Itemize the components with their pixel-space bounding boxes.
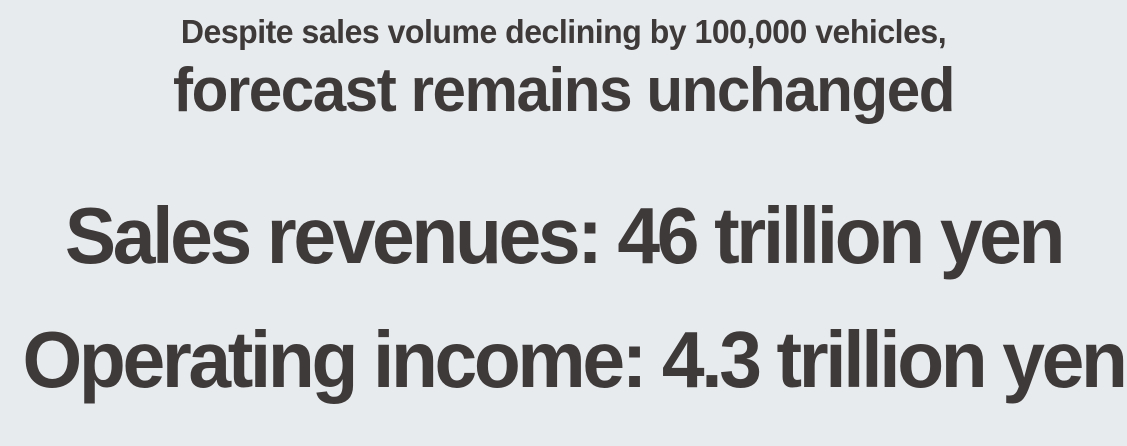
slide-title: forecast remains unchanged: [172, 56, 955, 125]
headline-block: Despite sales volume declining by 100,00…: [0, 0, 1127, 126]
sales-revenues-line: Sales revenues: 46 trillion yen: [64, 191, 1066, 280]
metrics-block: Sales revenues: 46 trillion yen Operatin…: [0, 192, 1127, 404]
operating-income-line: Operating income: 4.3 trillion yen: [22, 315, 1127, 404]
slide-subtitle: Despite sales volume declining by 100,00…: [180, 13, 947, 50]
